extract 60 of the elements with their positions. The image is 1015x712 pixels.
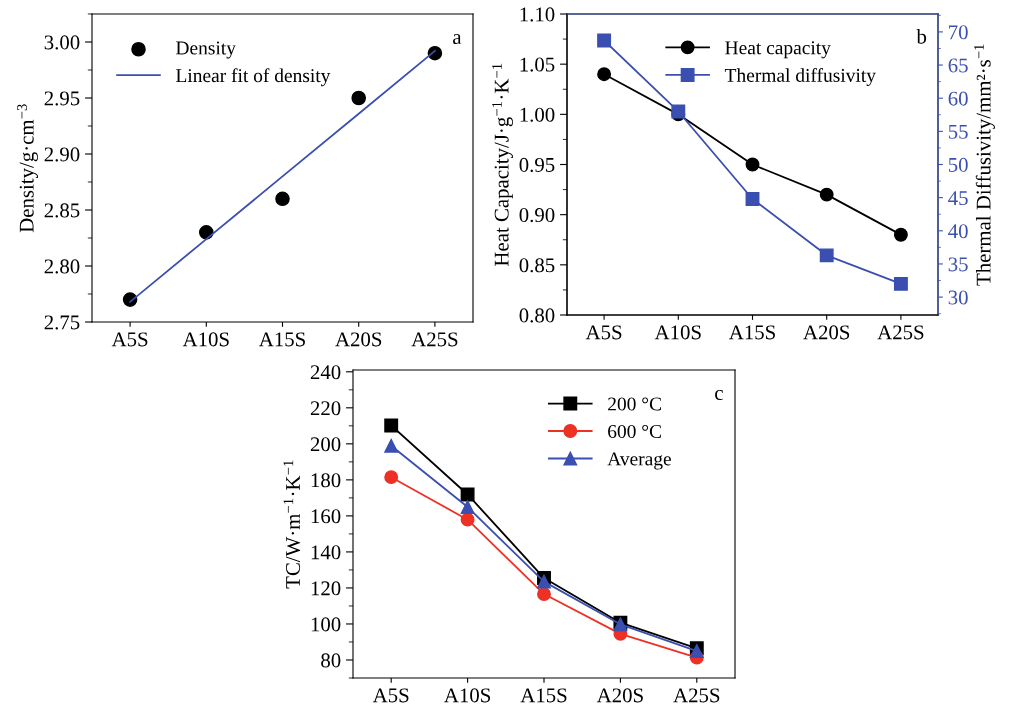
y2-tick-label: 70 <box>949 25 968 40</box>
y-tick-label: 220 <box>310 401 341 416</box>
y-tick-label: 0.95 <box>519 157 555 173</box>
y-tick-label: 2.85 <box>44 203 80 218</box>
annotation: c <box>715 390 723 401</box>
y-tick-label: 2.80 <box>44 259 80 274</box>
y2-tick-label: 45 <box>948 191 968 206</box>
y-tick-label: 0.90 <box>519 208 555 223</box>
y-tick-label: 180 <box>311 473 341 488</box>
y-tick-label: 240 <box>310 365 341 380</box>
y-tick-label: 160 <box>311 509 341 524</box>
y-tick-label: 200 <box>310 437 341 452</box>
y-tick-label: 2.75 <box>44 315 80 330</box>
legend-label: Linear fit of density <box>176 68 331 87</box>
y-tick-label: 1.10 <box>520 7 555 22</box>
legend-label: Thermal diffusivity <box>724 68 876 86</box>
x-tick-label: A20S <box>803 325 850 340</box>
annotation: b <box>916 29 927 44</box>
y-tick-label: 80 <box>321 653 341 668</box>
x-tick-label: A25S <box>673 688 720 703</box>
x-tick-label: A20S <box>335 332 382 347</box>
y-axis-title: Density/g·cm$^{−3}$ <box>17 104 38 233</box>
x-tick-label: A5S <box>111 332 148 347</box>
y2-tick-label: 60 <box>948 91 968 106</box>
y2-tick-label: 30 <box>948 290 968 305</box>
x-tick-label: A25S <box>877 325 924 340</box>
y-axis-title: Heat Capacity/J·g$^{−1}$·K$^{−1}$ <box>492 63 513 266</box>
y2-axis-title: Thermal Diffusivity/mm²·s$^{−1}$ <box>974 44 995 286</box>
y2-tick-label: 50 <box>948 157 968 172</box>
y-tick-label: 2.90 <box>44 147 80 162</box>
annotation: a <box>453 34 462 45</box>
y-tick-label: 100 <box>311 617 341 632</box>
x-tick-label: A5S <box>585 325 622 340</box>
legend-label: Heat capacity <box>725 41 831 59</box>
y-tick-label: 0.85 <box>519 258 555 273</box>
y-tick-label: 140 <box>311 545 341 560</box>
x-tick-label: A15S <box>728 325 775 340</box>
y2-tick-label: 65 <box>948 58 968 73</box>
y-axis-title: TC/W·m$^{−1}$·K$^{−1}$ <box>283 460 301 589</box>
x-tick-label: A15S <box>520 688 567 703</box>
y-tick-label: 2.95 <box>44 91 80 106</box>
x-tick-label: A5S <box>372 688 409 703</box>
legend-label: Average <box>607 452 671 470</box>
x-tick-label: A10S <box>444 688 491 703</box>
y2-tick-label: 35 <box>948 257 968 272</box>
legend-label: Density <box>176 41 236 59</box>
legend-label: 600 °C <box>608 424 661 439</box>
y-tick-label: 1.05 <box>520 57 555 72</box>
y-tick-label: 120 <box>311 581 341 596</box>
x-tick-label: A10S <box>182 332 229 347</box>
y-tick-label: 1.00 <box>520 107 555 122</box>
x-tick-label: A25S <box>411 332 458 347</box>
x-tick-label: A20S <box>596 688 643 703</box>
x-tick-label: A15S <box>258 332 305 347</box>
legend-label: 200 °C <box>608 397 661 411</box>
y2-tick-label: 55 <box>948 124 968 139</box>
y-tick-label: 0.80 <box>519 308 555 323</box>
x-tick-label: A10S <box>654 325 701 340</box>
y2-tick-label: 40 <box>948 224 968 239</box>
y-tick-label: 3.00 <box>44 35 80 50</box>
